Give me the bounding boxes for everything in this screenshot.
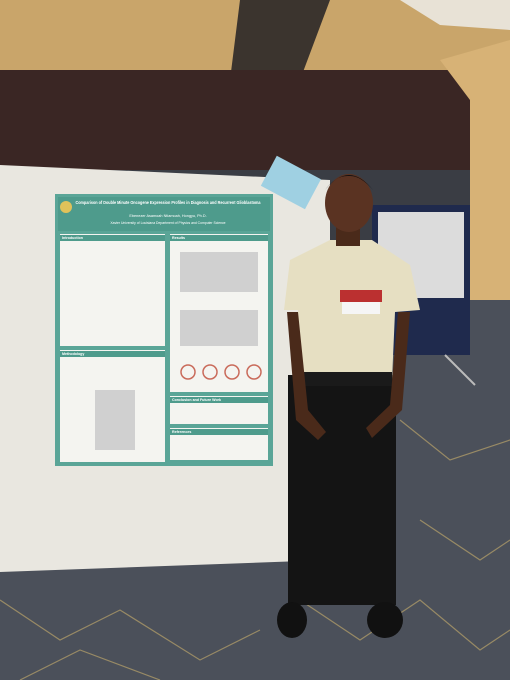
- section-heading: References: [172, 430, 191, 434]
- ceiling-tiles: [400, 0, 510, 30]
- poster-header: [58, 197, 270, 231]
- section-heading: Conclusion and Future Work: [172, 398, 221, 402]
- ceiling-beam: [230, 0, 330, 80]
- side-wall: [440, 40, 510, 300]
- section-bar: [60, 235, 165, 241]
- section-heading: Introduction: [62, 236, 83, 240]
- figures: [95, 252, 258, 450]
- section-bar: [60, 351, 165, 357]
- carpet-pattern: [0, 419, 510, 680]
- panel: [60, 234, 165, 346]
- section-bar: [170, 235, 268, 241]
- section-heading: Methodology: [62, 352, 84, 356]
- section-heading: Results: [172, 236, 185, 240]
- poster-title: Comparison of Double Minute Oncogene Exp…: [76, 200, 261, 205]
- board-leg: [444, 354, 476, 386]
- poster-affiliation: Xavier University of Louisiana Departmen…: [110, 221, 225, 225]
- logo: [60, 201, 72, 213]
- circle-plots: [180, 364, 262, 380]
- sticky-note: [260, 155, 321, 210]
- back-wall: [0, 70, 510, 170]
- section-bar: [170, 429, 268, 435]
- section-bar: [170, 397, 268, 403]
- person: [277, 174, 420, 638]
- poster-authors: Ebenezer Asamoah Ntiamoah, Hongyu, Ph.D.: [129, 214, 206, 218]
